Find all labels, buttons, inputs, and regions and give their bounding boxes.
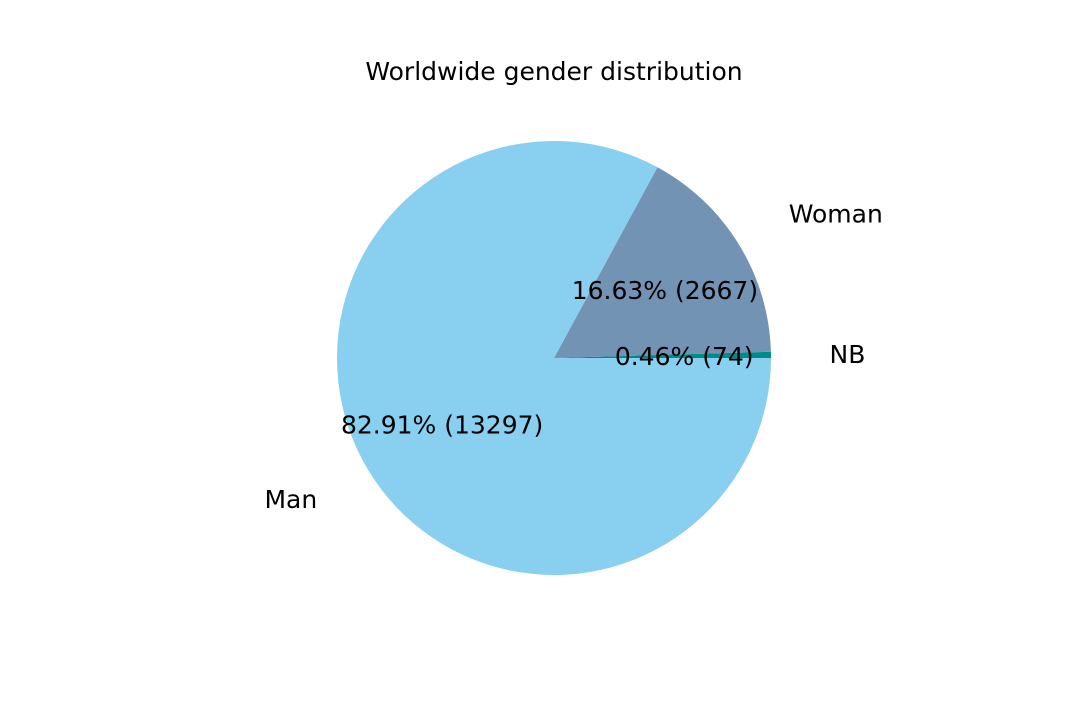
chart-title: Worldwide gender distribution [365, 57, 742, 86]
slice-label-woman: Woman [789, 200, 883, 229]
slice-percent-man: 82.91% (13297) [341, 411, 543, 440]
pie-slice-nb [554, 351, 771, 358]
pie-slice-man [337, 141, 771, 576]
pie-slices [337, 141, 771, 576]
slice-percent-woman: 16.63% (2667) [572, 276, 758, 305]
pie-labels: NB 0.46% (74) Woman 16.63% (2667) Man 82.91% … [264, 200, 882, 514]
pie-slice-woman [554, 167, 771, 358]
slice-label-nb: NB [830, 340, 866, 369]
slice-percent-nb: 0.46% (74) [615, 342, 754, 371]
slice-label-man: Man [264, 485, 317, 514]
